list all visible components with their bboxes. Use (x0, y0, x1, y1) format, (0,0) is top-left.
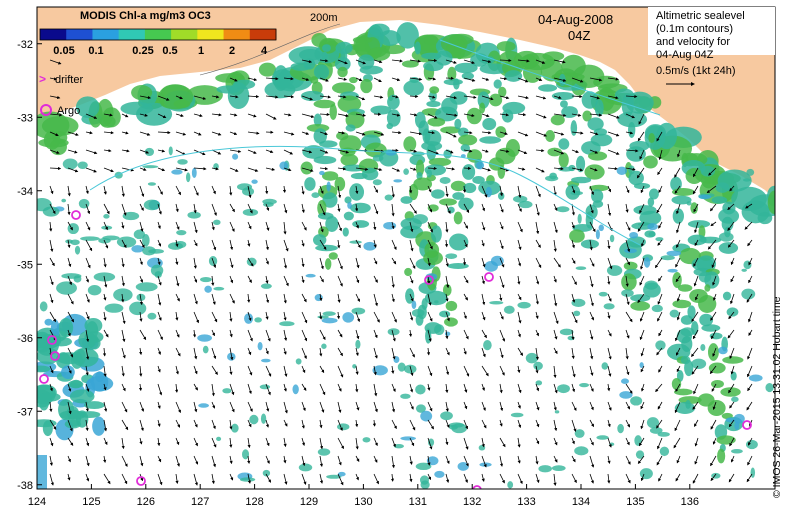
argo-marker-icon (40, 104, 52, 116)
drifter-label: drifter (55, 74, 83, 86)
colorbar-segment (66, 29, 93, 40)
y-tick-label: -33 (17, 112, 33, 124)
y-tick-label: -37 (17, 406, 33, 418)
x-tick-label: 135 (626, 496, 644, 508)
x-tick-label: 128 (245, 496, 263, 508)
colorbar-tick-label: 0.5 (162, 45, 177, 57)
x-tick-label: 125 (82, 496, 100, 508)
x-tick-label: 129 (300, 496, 318, 508)
x-axis: 124 125 126 127 128 129 130 131 132 133 134 135 136 (28, 484, 699, 508)
velocity-scale-label: 0.5m/s (1kt 24h) (656, 65, 735, 77)
date-label: 04-Aug-2008 (538, 12, 613, 27)
y-axis: -32 -33 -34 -35 -36 -37 -38 (17, 39, 42, 492)
argo-float-marker (47, 335, 57, 345)
x-tick-label: 133 (517, 496, 535, 508)
y-tick-label: -35 (17, 259, 33, 271)
colorbar-segment (197, 29, 225, 40)
altimetry-note: Altimetric sealevel(0.1m contours)and ve… (656, 10, 745, 61)
altimetry-note-line: and velocity for (656, 36, 730, 48)
x-tick-label: 124 (28, 496, 46, 508)
sealevel-contour (89, 145, 641, 246)
argo-float-marker (742, 420, 752, 430)
argo-float-marker (39, 374, 49, 384)
x-tick-label: 134 (572, 496, 590, 508)
colorbar-tick-label: 2 (229, 45, 235, 57)
drifter-marker-icon: > (39, 72, 46, 86)
colorbar-segment (118, 29, 146, 40)
colorbar-tick-label: 0.1 (88, 45, 103, 57)
y-tick-label: -34 (17, 186, 33, 198)
chlorophyll-patches (37, 22, 775, 489)
land-mass (37, 7, 775, 200)
sealevel-contour-2 (439, 39, 661, 116)
x-tick-label: 132 (463, 496, 481, 508)
colorbar-tick-label: 0.05 (53, 45, 74, 57)
colorbar-tick-label: 0.25 (132, 45, 153, 57)
altimetry-note-box (648, 7, 775, 55)
altimetry-note-line: (0.1m contours) (656, 23, 733, 35)
x-tick-label: 136 (681, 496, 699, 508)
colorbar-segment (92, 29, 120, 40)
argo-float-marker (50, 351, 60, 361)
isobath-label: 200m (310, 12, 338, 24)
isobath-200m (199, 23, 341, 76)
colorbar-segment (249, 29, 277, 40)
product-title: MODIS Chl-a mg/m3 OC3 (80, 10, 211, 22)
argo-float-marker (484, 272, 494, 282)
argo-float-marker (136, 476, 146, 486)
x-tick-label: 130 (354, 496, 372, 508)
time-label: 04Z (568, 28, 590, 43)
argo-float-marker (71, 210, 81, 220)
colorbar-segment (223, 29, 251, 40)
colorbar-tick-label: 4 (261, 45, 268, 57)
colorbar-segment (171, 29, 198, 40)
colorbar-tick-label: 1 (198, 45, 204, 57)
y-tick-label: -36 (17, 333, 33, 345)
altimetry-note-line: 04-Aug 04Z (656, 49, 714, 61)
colorbar-segment (144, 29, 172, 40)
x-tick-label: 127 (191, 496, 209, 508)
y-tick-label: -38 (17, 480, 33, 492)
colorbar-segment (40, 29, 67, 40)
credit-text: © IMOS 26-Mar-2015 13:31:02 Hobart time (771, 296, 783, 499)
legend: > drifter Argo (39, 72, 83, 117)
plot-frame (36, 6, 776, 490)
argo-float-marker (472, 485, 482, 489)
altimetry-note-line: Altimetric sealevel (656, 10, 745, 22)
velocity-vectors (49, 58, 753, 486)
argo-floats (39, 210, 752, 489)
x-tick-label: 126 (137, 496, 155, 508)
colorbar: MODIS Chl-a mg/m3 OC3 0.05 0.1 0.25 0.5 1 2 4 (39, 10, 277, 57)
x-tick-label: 131 (409, 496, 427, 508)
argo-float-marker (424, 275, 434, 285)
argo-label: Argo (57, 105, 80, 117)
y-tick-label: -32 (17, 39, 33, 51)
